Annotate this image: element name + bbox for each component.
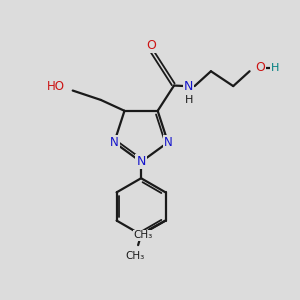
Text: HO: HO [47, 80, 65, 93]
Text: H: H [271, 63, 279, 73]
Text: O: O [146, 40, 156, 52]
Text: CH₃: CH₃ [125, 250, 145, 260]
Text: CH₃: CH₃ [134, 230, 153, 241]
Text: N: N [164, 136, 172, 149]
Text: O: O [255, 61, 265, 74]
Text: N: N [136, 155, 146, 168]
Text: H: H [184, 95, 193, 105]
Text: N: N [110, 136, 118, 149]
Text: N: N [184, 80, 193, 93]
